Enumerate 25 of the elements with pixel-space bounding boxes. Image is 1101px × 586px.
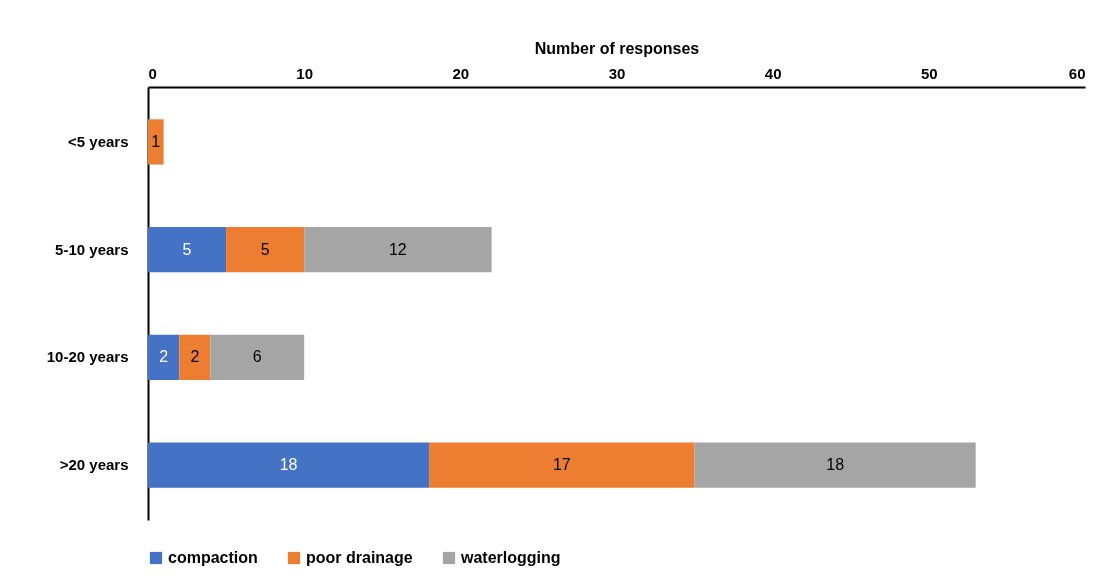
data-label: 5 bbox=[182, 240, 192, 258]
y-tick-label: >20 years bbox=[59, 456, 129, 474]
data-label: 2 bbox=[159, 348, 169, 366]
x-tick-label: 40 bbox=[764, 64, 782, 82]
data-label: 2 bbox=[190, 348, 200, 366]
data-label: 12 bbox=[388, 240, 407, 258]
x-tick-label: 20 bbox=[452, 64, 470, 82]
legend-label: compaction bbox=[168, 549, 258, 566]
x-tick-label: 30 bbox=[608, 64, 626, 82]
data-label: 6 bbox=[252, 348, 262, 366]
y-tick-label: 5-10 years bbox=[55, 240, 129, 258]
legend-label: waterlogging bbox=[460, 549, 561, 566]
x-tick-label: 60 bbox=[1068, 64, 1086, 82]
data-label: 5 bbox=[260, 240, 270, 258]
x-axis-title: Number of responses bbox=[534, 39, 700, 57]
y-tick-label: <5 years bbox=[68, 132, 129, 150]
y-tick-label: 10-20 years bbox=[46, 348, 129, 366]
data-label: 17 bbox=[552, 456, 571, 474]
data-label: 18 bbox=[279, 456, 298, 474]
x-tick-label: 50 bbox=[920, 64, 938, 82]
data-label: 18 bbox=[826, 456, 845, 474]
legend-label: poor drainage bbox=[306, 549, 413, 566]
x-tick-label: 10 bbox=[296, 64, 314, 82]
x-tick-label: 0 bbox=[148, 64, 157, 82]
data-label: 1 bbox=[151, 132, 161, 150]
